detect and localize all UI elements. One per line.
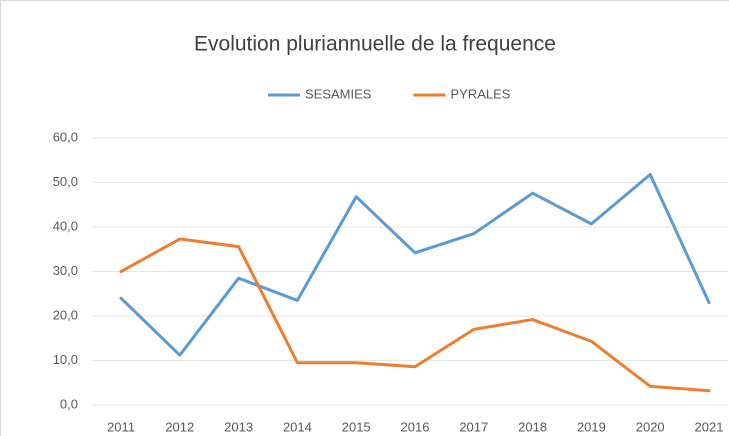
y-tick-label: 60,0 <box>53 129 78 144</box>
x-tick-label: 2014 <box>283 419 312 434</box>
x-tick-label: 2017 <box>459 419 488 434</box>
x-tick-label: 2011 <box>107 419 135 434</box>
x-tick-label: 2018 <box>518 419 547 434</box>
x-tick-label: 2020 <box>636 419 665 434</box>
x-tick-label: 2012 <box>165 419 194 434</box>
x-tick-label: 2019 <box>577 419 606 434</box>
x-tick-label: 2021 <box>695 419 724 434</box>
y-tick-label: 0,0 <box>60 396 78 411</box>
y-tick-label: 30,0 <box>53 263 78 278</box>
legend-label: SESAMIES <box>305 86 372 101</box>
y-tick-label: 50,0 <box>53 174 78 189</box>
y-tick-label: 10,0 <box>53 352 78 367</box>
series-line <box>119 172 711 357</box>
x-tick-label: 2015 <box>342 419 371 434</box>
y-tick-label: 40,0 <box>53 218 78 233</box>
x-tick-label: 2016 <box>401 419 430 434</box>
series-line <box>119 237 711 393</box>
y-tick-label: 20,0 <box>53 307 78 322</box>
x-tick-label: 2013 <box>224 419 253 434</box>
legend-label: PYRALES <box>450 86 510 101</box>
chart-title: Evolution pluriannuelle de la frequence <box>194 33 556 56</box>
